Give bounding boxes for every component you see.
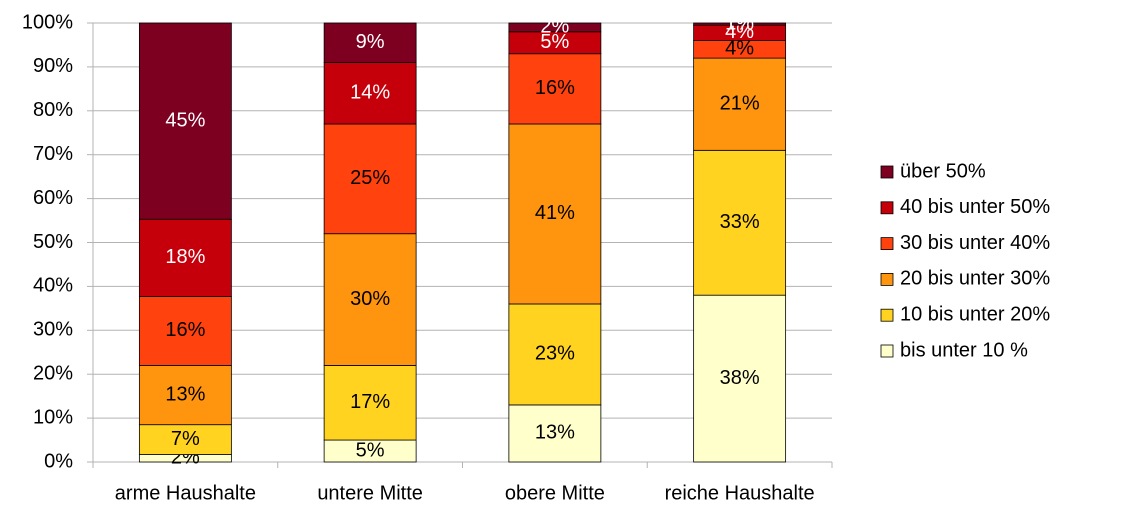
y-tick-label: 10% <box>33 406 73 428</box>
data-label: 13% <box>535 422 575 444</box>
legend-swatch <box>880 165 894 179</box>
y-tick-label: 20% <box>33 362 73 384</box>
data-label: 18% <box>165 246 205 268</box>
data-label: 2% <box>540 16 569 38</box>
bar-segment <box>693 149 787 296</box>
bar-segment <box>508 22 602 33</box>
legend-swatch <box>880 201 894 215</box>
legend-label: 20 bis unter 30% <box>900 268 1050 290</box>
x-tick-label: arme Haushalte <box>115 482 256 504</box>
data-label: 4% <box>725 38 754 60</box>
y-tick-label: 40% <box>33 275 73 297</box>
y-tick-label: 100% <box>22 11 73 33</box>
y-tick-label: 50% <box>33 231 73 253</box>
y-tick-label: 30% <box>33 319 73 341</box>
bar-segment <box>508 303 602 406</box>
bar-segment <box>138 218 232 297</box>
legend-swatch <box>880 344 894 358</box>
data-label: 4% <box>725 21 754 43</box>
bar-segment <box>508 53 602 125</box>
data-label: 41% <box>535 202 575 224</box>
bar-segment <box>508 404 602 463</box>
x-tick-label: obere Mitte <box>505 482 605 504</box>
data-label: 45% <box>165 109 205 131</box>
bar-segment <box>323 233 417 366</box>
bar-segment <box>693 22 787 26</box>
bar-segment <box>693 294 787 463</box>
bar-segment <box>508 123 602 305</box>
legend-swatch <box>880 272 894 286</box>
data-label: 13% <box>165 383 205 405</box>
data-label: 33% <box>720 211 760 233</box>
bar-segment <box>323 62 417 125</box>
data-label: 21% <box>720 92 760 114</box>
y-tick-label: 70% <box>33 143 73 165</box>
y-tick-label: 80% <box>33 99 73 121</box>
legend-label: 10 bis unter 20% <box>900 303 1050 325</box>
x-tick-label: reiche Haushalte <box>665 482 815 504</box>
data-label: 25% <box>350 167 390 189</box>
bar-segment <box>138 365 232 426</box>
x-tick-label: untere Mitte <box>317 482 423 504</box>
y-tick-label: 0% <box>44 450 73 472</box>
data-label: 14% <box>350 82 390 104</box>
data-label: 1% <box>725 12 754 34</box>
legend-swatch <box>880 237 894 251</box>
bar-segment <box>323 123 417 235</box>
bar-segment <box>323 365 417 441</box>
data-label: 9% <box>356 31 385 53</box>
data-label: 16% <box>535 77 575 99</box>
data-label: 23% <box>535 343 575 365</box>
legend-label: 40 bis unter 50% <box>900 196 1050 218</box>
data-label: 17% <box>350 391 390 413</box>
data-label: 38% <box>720 367 760 389</box>
y-tick-label: 60% <box>33 187 73 209</box>
bar-segment <box>138 22 232 220</box>
data-label: 30% <box>350 288 390 310</box>
legend-swatch <box>880 308 894 322</box>
y-tick-label: 90% <box>33 55 73 77</box>
data-label: 7% <box>171 428 200 450</box>
legend-label: über 50% <box>900 160 986 182</box>
bar-segment <box>138 424 232 455</box>
bar-segment <box>693 57 787 151</box>
data-label: 5% <box>540 31 569 53</box>
bar-segment <box>323 22 417 63</box>
legend-label: 30 bis unter 40% <box>900 232 1050 254</box>
data-label: 5% <box>356 439 385 461</box>
legend-label: bis unter 10 % <box>900 339 1028 361</box>
data-label: 16% <box>165 319 205 341</box>
